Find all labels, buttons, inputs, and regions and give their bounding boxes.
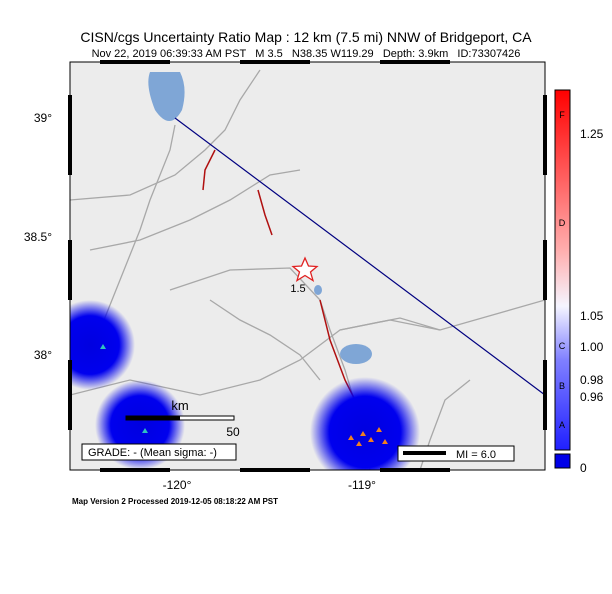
colorbar-tick: 0.98: [580, 373, 604, 387]
lat-label: 39°: [34, 111, 52, 125]
colorbar-tick: 1.05: [580, 309, 604, 323]
grade-box: [81, 443, 237, 461]
road: [339, 319, 441, 331]
uncertainty-area: [310, 377, 420, 470]
colorbar-tick: 0: [580, 461, 587, 475]
lon-label: -120°: [163, 478, 192, 492]
grade: GRADE: - (Mean sigma: -): [88, 447, 217, 459]
colorbar-letter: C: [559, 341, 566, 351]
colorbar-base: [554, 453, 571, 469]
road: [70, 69, 261, 201]
lake-tahoe: [148, 72, 185, 121]
map-area: [70, 62, 545, 470]
lat-label: 38°: [34, 348, 52, 362]
colorbar-tick: 0.96: [580, 390, 604, 404]
scale-length: 50: [226, 425, 240, 439]
epicenter: [291, 256, 319, 282]
footer: Map Version 2 Processed 2019-12-05 08:18…: [72, 497, 278, 506]
lake: [314, 285, 322, 295]
colorbar-tick: 1.00: [580, 340, 604, 354]
title: CISN/cgs Uncertainty Ratio Map : 12 km (…: [80, 29, 532, 45]
colorbar-tick: 1.25: [580, 127, 604, 141]
colorbar-letter: D: [559, 218, 566, 228]
colorbar-letter: A: [559, 420, 565, 430]
mono-lake: [340, 344, 372, 364]
state-border: [174, 117, 545, 396]
colorbar-letter: B: [559, 381, 565, 391]
road: [89, 169, 301, 251]
lon-label: -119°: [348, 478, 376, 492]
colorbar: [554, 89, 571, 451]
uncertainty-area: [70, 300, 135, 390]
subtitle: Nov 22, 2019 06:39:33 AM PST M 3.5 N38.3…: [92, 48, 521, 60]
road: [209, 299, 321, 381]
scale-unit: km: [171, 398, 188, 413]
fault: [202, 149, 216, 191]
scale-bar-fill: [126, 416, 180, 420]
frame-ticks: [68, 60, 547, 472]
colorbar-letter: F: [559, 110, 565, 120]
lat-label: 38.5°: [24, 230, 52, 244]
fault: [257, 189, 273, 236]
station: [348, 427, 388, 446]
intensity-key: MI = 6.0: [456, 449, 496, 461]
epicenter-label: 1.5: [290, 283, 305, 295]
intensity-key-box: [397, 445, 515, 462]
